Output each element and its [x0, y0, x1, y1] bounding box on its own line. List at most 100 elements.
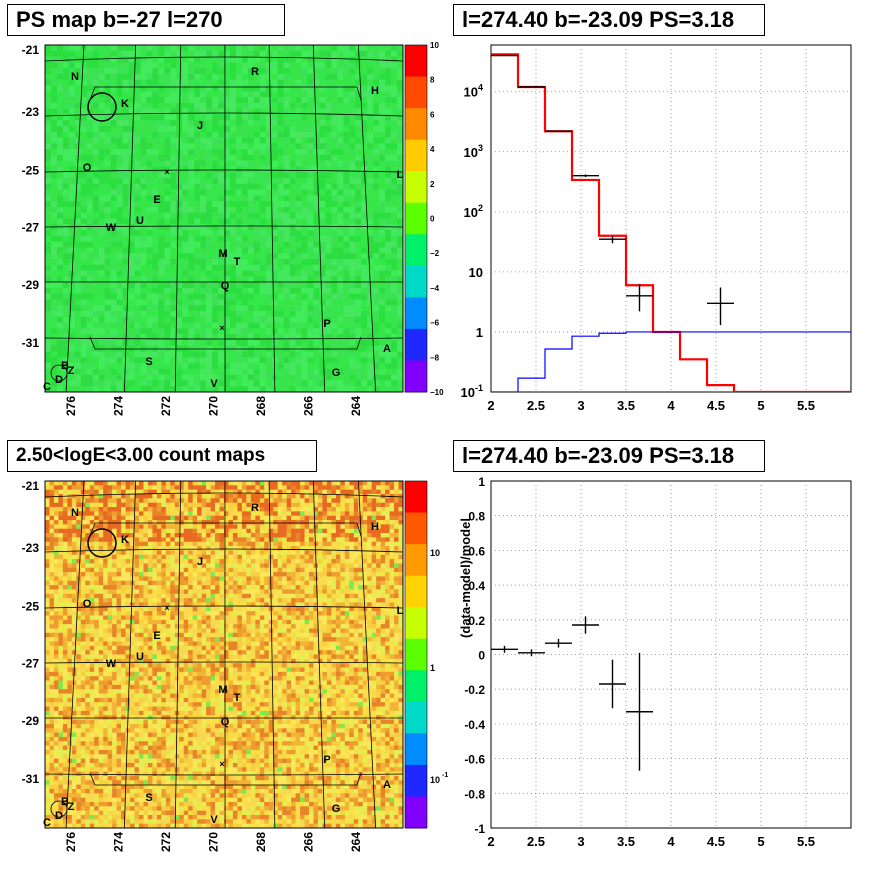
source-label: L	[397, 169, 404, 181]
roi-outline	[89, 336, 362, 350]
meridian-line	[268, 44, 276, 393]
lat-tick-label: -29	[22, 714, 40, 728]
colorbar-label: −8	[430, 353, 440, 362]
parallel-line	[44, 605, 404, 609]
source-label: U	[136, 215, 144, 227]
lon-tick-label: 268	[254, 396, 268, 416]
meridian-line	[174, 44, 182, 393]
map-ps-title: PS map b=-27 l=270	[7, 4, 285, 36]
model-step-line	[491, 53, 851, 392]
map-counts-title: 2.50<logE<3.00 count maps	[7, 440, 317, 472]
map-pixels	[45, 481, 404, 829]
x-tick-label: 3	[577, 834, 584, 849]
colorbar-swatch	[405, 234, 427, 267]
meridian-line	[65, 480, 85, 829]
colorbar-swatch	[405, 544, 427, 577]
colorbar-swatch	[405, 171, 427, 204]
colorbar-swatch	[405, 139, 427, 172]
source-label: N	[71, 507, 79, 519]
colorbar-label: −4	[430, 284, 440, 293]
meridian-line	[123, 480, 137, 829]
plot-frame	[490, 44, 852, 393]
y-tick-label: 0.6	[468, 544, 485, 558]
source-label: H	[371, 521, 379, 533]
source-label: E	[153, 630, 160, 642]
y-tick-label: 0.4	[468, 579, 485, 593]
colorbar-label: 10	[430, 41, 439, 50]
lon-tick-label: 274	[112, 396, 126, 416]
cross-marker: ×	[164, 167, 169, 177]
map-frame	[44, 44, 404, 393]
colorbar-swatch	[405, 733, 427, 766]
parallel-line	[44, 661, 404, 664]
x-tick-label: 4.5	[707, 398, 725, 413]
colorbar-label: 10	[430, 775, 440, 785]
x-tick-label: 5.5	[797, 398, 815, 413]
parallel-line	[44, 169, 404, 173]
roi-outline	[89, 522, 362, 537]
cross-marker: ×	[219, 323, 224, 333]
source-circle	[87, 528, 117, 558]
parallel-line	[44, 773, 404, 776]
colorbar-label: 8	[430, 76, 435, 85]
lat-tick-label: -21	[22, 43, 40, 57]
source-label: D	[55, 810, 63, 822]
source-label: U	[136, 651, 144, 663]
y-tick-label: 1	[476, 325, 483, 340]
x-tick-label: 3.5	[617, 398, 635, 413]
source-circle	[50, 364, 68, 382]
colorbar-swatch	[405, 481, 427, 514]
source-label: L	[397, 605, 404, 617]
lat-tick-label: -29	[22, 278, 40, 292]
roi-outline	[89, 772, 362, 786]
colorbar-swatch	[405, 265, 427, 298]
y-tick-label: -0.4	[464, 718, 485, 732]
source-label: G	[332, 803, 341, 815]
source-label: Q	[221, 280, 230, 292]
source-label: V	[210, 814, 218, 826]
x-tick-label: 2	[487, 398, 494, 413]
x-tick-label: 5	[757, 834, 764, 849]
parallel-line	[44, 548, 404, 553]
parallel-line	[44, 337, 404, 340]
lon-tick-label: 270	[207, 396, 221, 416]
source-label: C	[43, 817, 51, 829]
colorbar-frame	[404, 480, 428, 829]
lon-tick-label: 266	[302, 396, 316, 416]
meridian-line	[312, 480, 326, 829]
lat-tick-label: -27	[22, 221, 40, 235]
colorbar-swatch	[405, 45, 427, 78]
colorbar-swatch	[405, 76, 427, 109]
grid	[491, 481, 851, 828]
source-label: G	[332, 367, 341, 379]
colorbar-swatch	[405, 360, 427, 393]
colorbar-label: 2	[430, 180, 435, 189]
colorbar-label: 10	[430, 548, 440, 558]
roi-outline	[89, 86, 362, 101]
source-label: H	[371, 85, 379, 97]
source-label: V	[210, 378, 218, 390]
spectrum-title: l=274.40 b=-23.09 PS=3.18	[453, 4, 765, 36]
lon-tick-label: 270	[207, 832, 221, 852]
y-tick-label: -0.6	[464, 753, 485, 767]
source-label: B	[61, 360, 69, 372]
parallel-line	[44, 56, 404, 62]
x-tick-label: 5.5	[797, 834, 815, 849]
source-label: R	[251, 66, 259, 78]
source-label: S	[145, 792, 152, 804]
lat-tick-label: -23	[22, 541, 40, 555]
source-label: K	[121, 534, 129, 546]
parallel-line	[44, 112, 404, 117]
source-label: N	[71, 71, 79, 83]
colorbar-swatch	[405, 638, 427, 671]
y-tick-label: 0.2	[468, 614, 485, 628]
background-step-line	[491, 331, 851, 392]
source-label: T	[234, 692, 241, 704]
x-tick-label: 4	[667, 834, 675, 849]
map-frame	[44, 480, 404, 829]
lat-tick-label: -31	[22, 772, 40, 786]
source-label: Z	[68, 365, 75, 377]
